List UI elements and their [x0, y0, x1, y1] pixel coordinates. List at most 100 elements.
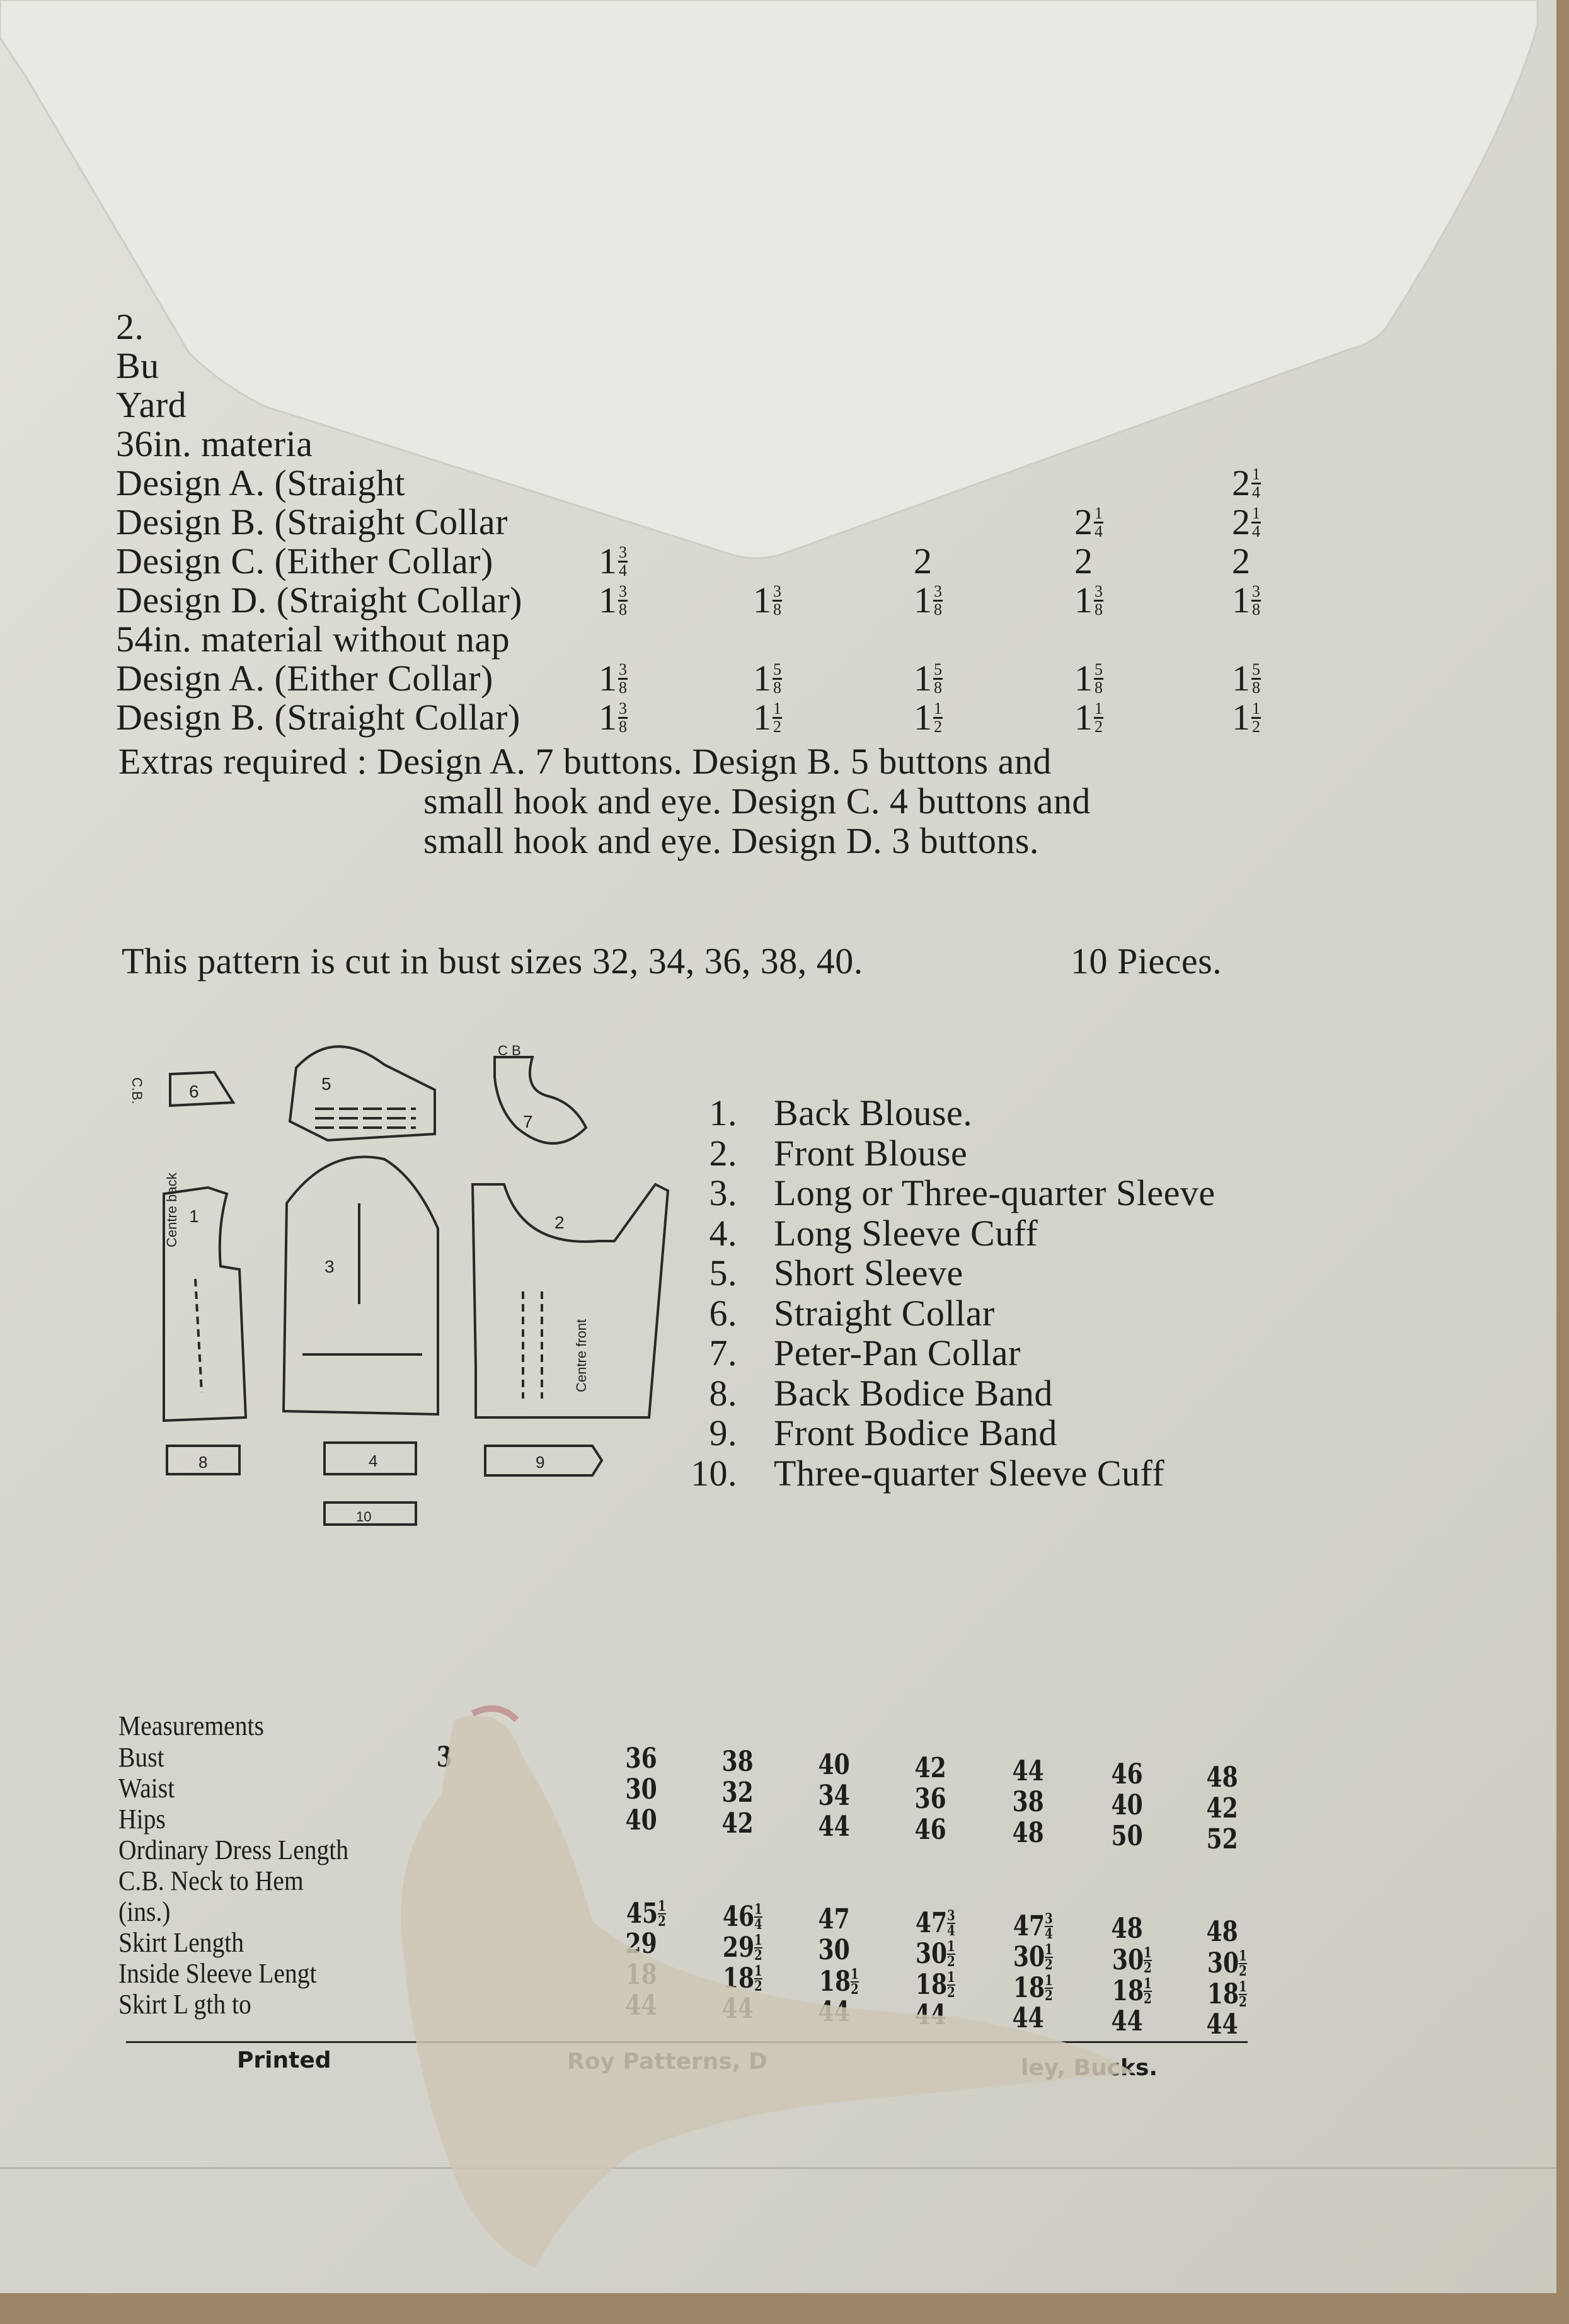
denominator: 2: [773, 717, 781, 736]
piece-number: 7.: [709, 1332, 737, 1373]
piece-10-number: 10: [356, 1509, 371, 1525]
whole: 47: [915, 1907, 948, 1939]
piece-number: 8.: [709, 1372, 737, 1414]
measurement-value: 30 1 2: [1112, 1946, 1152, 1975]
piece-number: 9.: [709, 1412, 737, 1453]
denominator: 8: [1095, 678, 1103, 697]
whole: 30: [625, 1773, 657, 1806]
denominator: 8: [934, 678, 942, 697]
denominator: 2: [754, 1947, 762, 1964]
measurement-value: 18 1 2: [1112, 1977, 1152, 2006]
whole: 1: [1074, 580, 1093, 621]
piece-label: Back Blouse.: [774, 1092, 973, 1133]
envelope-flap: [0, 0, 1539, 559]
whole: 38: [1012, 1786, 1044, 1818]
measurement-value: 47: [819, 1906, 850, 1933]
numerator: 1: [1144, 1945, 1152, 1961]
piece-label: Peter-Pan Collar: [774, 1332, 1021, 1373]
measurement-label: Skirt L gth to: [118, 1989, 251, 2020]
measurement-label: (ins.): [118, 1896, 171, 1927]
piece-10: [323, 1501, 417, 1526]
numerator: 1: [754, 1932, 762, 1949]
whole: 44: [721, 1993, 754, 2025]
piece-label: Front Bodice Band: [774, 1412, 1057, 1453]
whole: 48: [1111, 1913, 1143, 1945]
measurement-value: 18: [626, 1961, 657, 1989]
denominator: 4: [1252, 522, 1260, 541]
piece-5-number: 5: [321, 1074, 331, 1094]
whole: 46: [1111, 1758, 1143, 1790]
whole: 48: [1206, 1916, 1238, 1948]
yardage-line: Design C. (Either Collar): [116, 541, 493, 581]
whole: 2: [1074, 541, 1093, 581]
piece-3-number: 3: [325, 1257, 335, 1276]
whole: 1: [1232, 580, 1250, 621]
numerator: 1: [1045, 1942, 1053, 1958]
whole: 2: [1232, 501, 1250, 542]
pattern-pieces-diagram: 6 C.B. 5 C B 7 Centre back 1 3 2 Centre …: [129, 1043, 670, 1526]
measurement-value: 30: [626, 1776, 657, 1804]
denominator: 2: [851, 1981, 859, 1998]
denominator: 8: [619, 678, 627, 697]
numerator: 5: [1094, 660, 1103, 680]
measurement-value: 40: [819, 1751, 850, 1779]
piece-6-number: 6: [189, 1082, 199, 1101]
measurement-value: 36: [626, 1745, 657, 1773]
denominator: 2: [1045, 1988, 1053, 2004]
yardage-value: 2: [1232, 543, 1250, 580]
whole: 2: [1074, 501, 1093, 542]
denominator: 2: [658, 1913, 666, 1930]
measurement-value: 44: [626, 1992, 657, 2020]
yardage-line: Bu: [116, 345, 159, 386]
extras-line: small hook and eye. Design D. 3 buttons.: [423, 820, 1039, 861]
measurement-label: Skirt Length: [118, 1927, 244, 1958]
measurement-value: 40: [1112, 1792, 1143, 1819]
denominator: 2: [1252, 717, 1260, 736]
measurement-value: 47 3 4: [916, 1909, 955, 1938]
measurement-value: 29 1 2: [723, 1933, 762, 1962]
whole: 30: [818, 1934, 850, 1966]
piece-number: 2.: [709, 1132, 737, 1174]
piece-2: [471, 1182, 670, 1419]
numerator: 3: [618, 581, 628, 602]
numerator: 1: [754, 1963, 762, 1979]
whole: 1: [599, 580, 617, 621]
measurement-value: 44: [915, 2001, 946, 2029]
measurement-value: 18 1 2: [1207, 1980, 1247, 2009]
yardage-line: 54in. material without nap: [116, 619, 510, 660]
denominator: 4: [947, 1923, 955, 1939]
piece-2-number: 2: [555, 1213, 565, 1232]
whole: 42: [914, 1752, 946, 1784]
whole: 30: [1207, 1947, 1239, 1979]
measurement-value: 32: [722, 1779, 754, 1807]
measurement-value: 47 3 4: [1013, 1912, 1053, 1941]
piece-9: [484, 1445, 604, 1477]
measurement-value: 18 1 2: [819, 1967, 859, 1996]
numerator: 1: [1251, 503, 1261, 524]
measurement-value: 30 1 2: [1013, 1943, 1053, 1972]
centre-front-label: Centre front: [573, 1319, 589, 1392]
piece-4-number: 4: [369, 1451, 377, 1470]
piece-7-number: 7: [523, 1112, 533, 1131]
whole: 47: [1013, 1910, 1045, 1942]
whole: 34: [818, 1780, 850, 1812]
numerator: 3: [1045, 1911, 1053, 1927]
extras-line: Extras required : Design A. 7 buttons. D…: [118, 741, 1052, 782]
cb-label: C.B.: [129, 1077, 145, 1104]
